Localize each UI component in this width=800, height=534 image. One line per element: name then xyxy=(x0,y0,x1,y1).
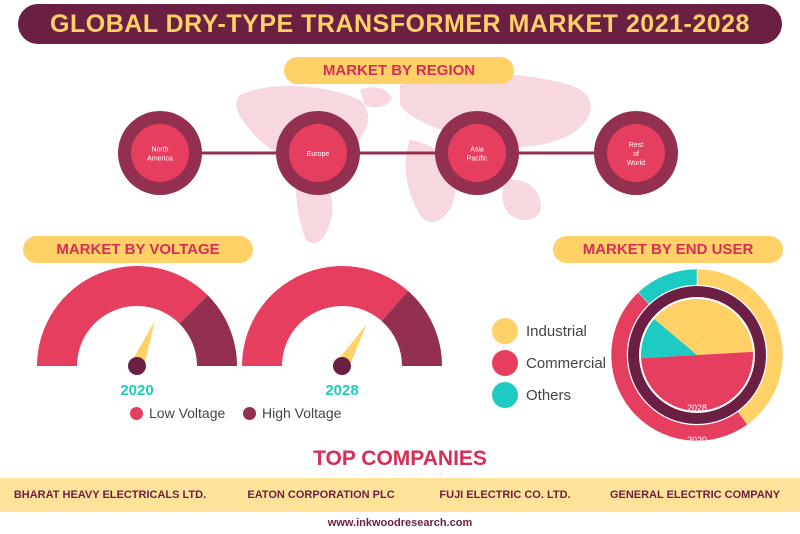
voltage-heading-text: MARKET BY VOLTAGE xyxy=(56,241,220,258)
enduser-donut: 2028 2020 xyxy=(610,268,784,445)
commercial-swatch xyxy=(492,350,518,376)
donut-slice-2028-industrial xyxy=(654,299,753,355)
voltage-heading: MARKET BY VOLTAGE xyxy=(23,236,253,263)
high-voltage-label: High Voltage xyxy=(262,405,342,421)
gauge-year-label: 2028 xyxy=(325,382,358,399)
region-heading: MARKET BY REGION xyxy=(284,57,514,84)
region-label: Asia Pacific xyxy=(467,147,488,163)
donut-slice-2020-others xyxy=(637,268,698,305)
top-companies-heading: TOP COMPANIES xyxy=(313,447,487,470)
legend-others: Others xyxy=(492,382,571,408)
enduser-heading-text: MARKET BY END USER xyxy=(582,241,754,258)
company-3: FUJI ELECTRIC CO. LTD. xyxy=(439,489,571,501)
legend-industrial: Industrial xyxy=(492,318,587,344)
company-1: BHARAT HEAVY ELECTRICALS LTD. xyxy=(13,489,207,501)
legend-low-voltage: Low Voltage xyxy=(130,405,225,421)
company-2: EATON CORPORATION PLC xyxy=(247,489,395,501)
enduser-heading: MARKET BY END USER xyxy=(553,236,783,263)
region-inner-disc xyxy=(131,124,189,182)
legend-high-voltage: High Voltage xyxy=(243,405,341,421)
gauge-needle xyxy=(130,321,155,369)
region-heading-text: MARKET BY REGION xyxy=(322,62,476,79)
source-url: www.inkwoodresearch.com xyxy=(327,517,473,529)
gauge-year-label: 2020 xyxy=(120,382,153,399)
low-voltage-swatch xyxy=(130,406,143,420)
company-4: GENERAL ELECTRIC COMPANY xyxy=(609,489,781,501)
region-label: Europe xyxy=(307,151,330,158)
region-inner-disc xyxy=(607,124,665,182)
gauge-2020: 2020 xyxy=(37,266,237,399)
gauge-hub xyxy=(333,357,351,375)
page-title: GLOBAL DRY-TYPE TRANSFORMER MARKET 2021-… xyxy=(50,10,750,38)
gauge-2028: 2028 xyxy=(242,266,442,399)
others-label: Others xyxy=(526,386,572,404)
region-circle-0: North America xyxy=(118,111,202,195)
gauge-low-voltage-segment xyxy=(37,266,208,366)
commercial-label: Commercial xyxy=(526,354,607,372)
donut-slice-2028-commercial xyxy=(641,351,753,411)
legend-commercial: Commercial xyxy=(492,350,606,376)
industrial-label: Industrial xyxy=(526,322,587,340)
gauge-hub xyxy=(128,357,146,375)
region-inner-disc xyxy=(448,124,506,182)
others-swatch xyxy=(492,382,518,408)
industrial-swatch xyxy=(492,318,518,344)
gauge-low-voltage-segment xyxy=(242,266,409,366)
donut-slice-2028-others xyxy=(641,319,697,359)
high-voltage-swatch xyxy=(243,406,256,420)
region-circle-3: Rest of World xyxy=(594,111,678,195)
gauge-high-voltage-segment xyxy=(179,295,237,366)
region-circle-1: Europe xyxy=(276,111,360,195)
companies-band xyxy=(0,478,800,512)
region-label: North America xyxy=(147,147,173,163)
low-voltage-label: Low Voltage xyxy=(149,405,226,421)
region-label: Rest of World xyxy=(627,142,645,167)
ring-label-2028: 2028 xyxy=(687,403,707,413)
region-circle-2: Asia Pacific xyxy=(435,111,519,195)
region-inner-disc xyxy=(289,124,347,182)
ring-label-2020: 2020 xyxy=(687,435,707,445)
title-bar: GLOBAL DRY-TYPE TRANSFORMER MARKET 2021-… xyxy=(18,4,782,44)
gauge-high-voltage-segment xyxy=(381,290,442,366)
